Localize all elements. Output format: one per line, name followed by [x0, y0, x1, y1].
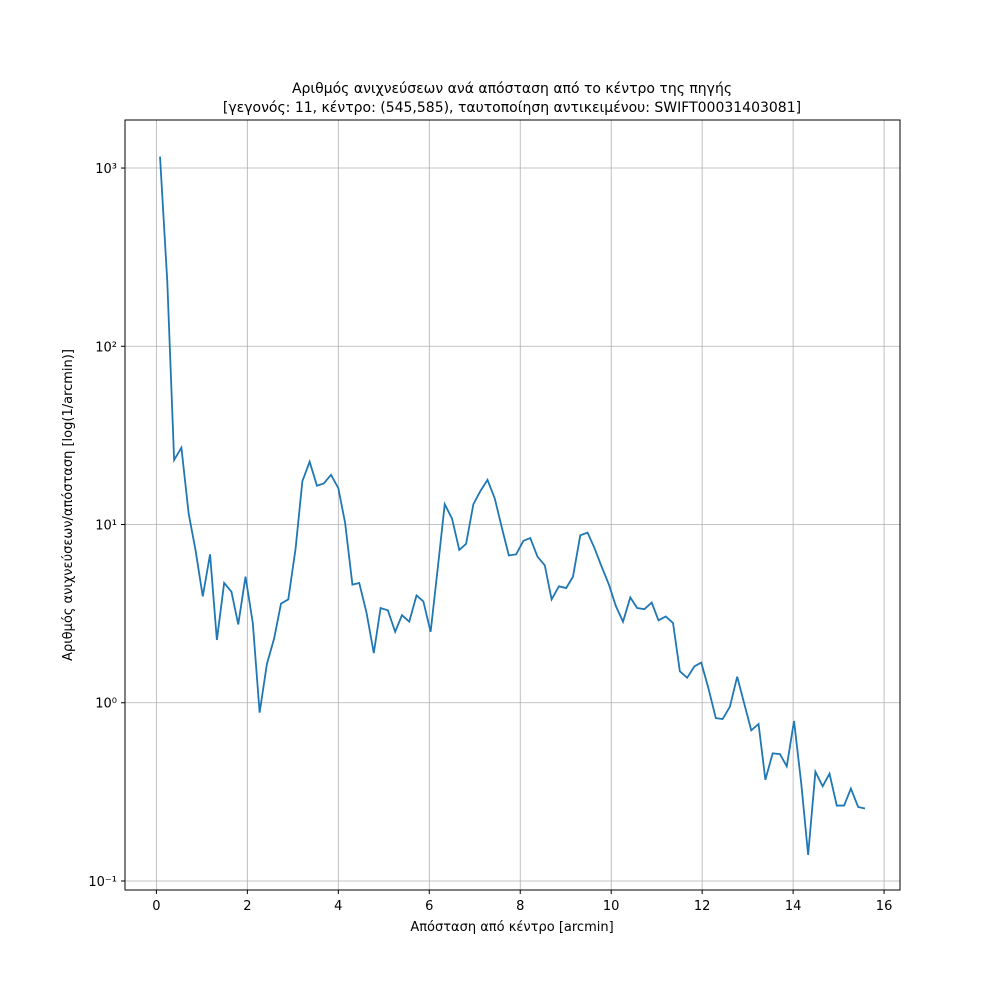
- data-line: [159, 156, 866, 856]
- y-tick-label: 10³: [95, 162, 117, 177]
- chart-subtitle: [γεγονός: 11, κέντρο: (545,585), ταυτοπο…: [223, 100, 801, 116]
- y-tick-label: 10⁻¹: [88, 875, 117, 890]
- x-tick-label: 0: [152, 899, 160, 914]
- x-tick-label: 16: [876, 899, 893, 914]
- x-tick-label: 8: [516, 899, 524, 914]
- x-tick-label: 10: [603, 899, 620, 914]
- chart-title: Αριθμός ανιχνεύσεων ανά απόσταση από το …: [292, 81, 732, 97]
- y-axis-label: Αριθμός ανιχνεύσεων/απόσταση [log(1/arcm…: [61, 349, 76, 661]
- y-tick-label: 10²: [95, 340, 117, 355]
- x-tick-label: 2: [243, 899, 251, 914]
- x-axis-label: Απόσταση από κέντρο [arcmin]: [410, 920, 613, 935]
- x-tick-label: 14: [785, 899, 802, 914]
- y-tick-label: 10⁰: [95, 697, 117, 712]
- x-tick-label: 12: [694, 899, 711, 914]
- x-tick-label: 4: [334, 899, 342, 914]
- y-tick-label: 10¹: [95, 519, 117, 534]
- plot-frame: [124, 119, 901, 891]
- x-tick-label: 6: [425, 899, 433, 914]
